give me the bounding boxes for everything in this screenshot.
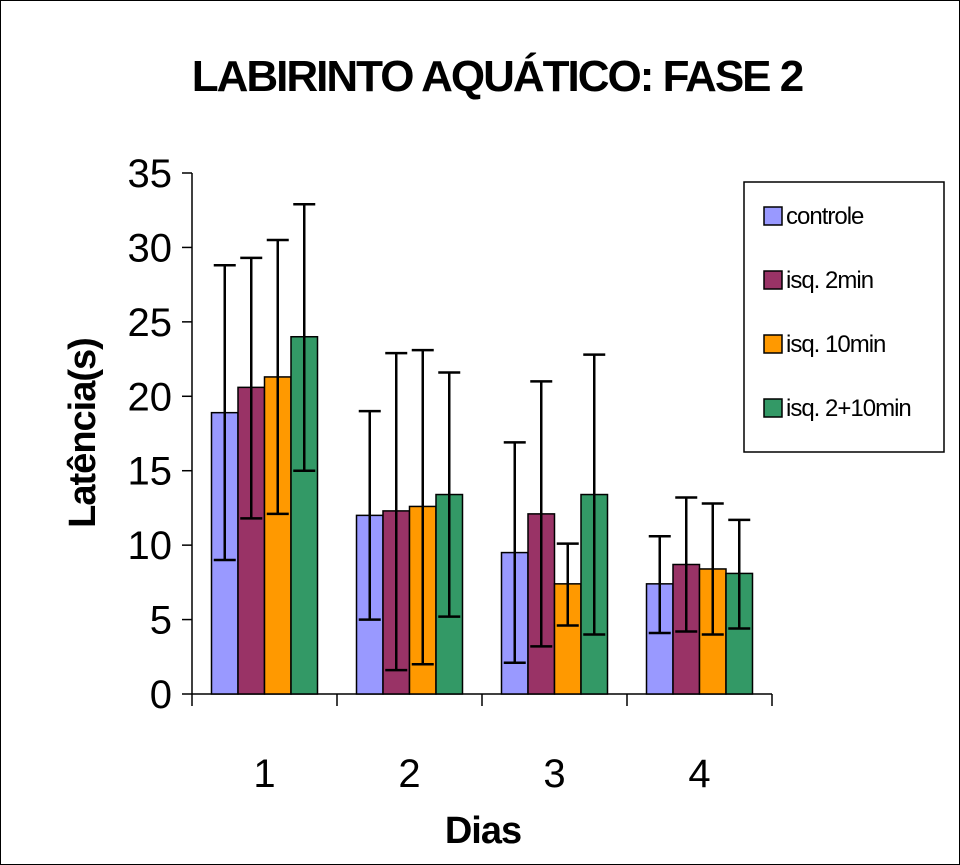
legend: controle isq. 2min isq. 10min isq. 2+10min xyxy=(743,181,945,453)
plot-area: 0 5 10 15 20 25 30 35 1 2 3 4 xyxy=(128,152,773,796)
x-tick-label: 1 xyxy=(253,752,275,796)
legend-swatch xyxy=(763,270,783,290)
x-axis-label: Dias xyxy=(445,810,521,852)
x-tick-label: 2 xyxy=(398,752,420,796)
y-tick-label: 10 xyxy=(128,524,173,568)
y-tick-label: 25 xyxy=(128,301,173,345)
legend-label: controle xyxy=(786,203,864,230)
y-tick-label: 35 xyxy=(128,152,173,196)
y-axis-label: Latência(s) xyxy=(62,338,104,528)
legend-swatch xyxy=(763,398,783,418)
legend-label: isq. 2min xyxy=(786,267,873,294)
x-tick-label: 3 xyxy=(543,752,565,796)
chart-title: LABIRINTO AQUÁTICO: FASE 2 xyxy=(192,51,803,101)
x-tick-label: 4 xyxy=(688,752,710,796)
y-tick-label: 20 xyxy=(128,375,173,419)
y-tick-label: 5 xyxy=(150,599,172,643)
y-tick-label: 30 xyxy=(128,226,173,270)
y-tick-label: 0 xyxy=(150,673,172,717)
legend-swatch xyxy=(763,334,783,354)
legend-label: isq. 2+10min xyxy=(786,395,911,422)
legend-swatch xyxy=(763,206,783,226)
y-tick-label: 15 xyxy=(128,450,173,494)
legend-label: isq. 10min xyxy=(786,331,885,358)
